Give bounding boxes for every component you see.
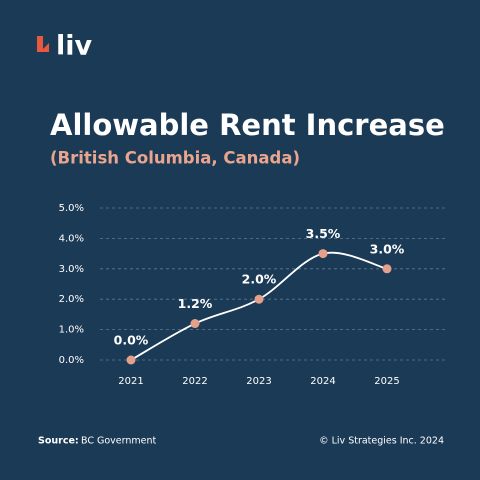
point [382,264,392,274]
value-label: 1.2% [178,296,213,311]
x-tick-label: 2025 [374,376,399,387]
y-tick-label: 5.0% [59,203,84,214]
point [254,294,264,304]
x-tick-label: 2022 [182,376,207,387]
point [126,355,136,365]
y-tick-label: 2.0% [59,294,84,305]
copyright: © Liv Strategies Inc. 2024 [319,436,444,447]
value-label: 3.5% [306,226,341,241]
source-label: Source: [38,436,79,447]
logo-icon [37,36,49,52]
y-tick-label: 1.0% [59,325,84,336]
chart-title: Allowable Rent Increase [50,108,445,142]
y-tick-label: 4.0% [59,233,84,244]
source: BC Government [81,436,157,447]
chart-subtitle: (British Columbia, Canada) [50,149,300,168]
x-tick-label: 2021 [118,376,143,387]
x-tick-label: 2024 [310,376,335,387]
point [318,249,328,259]
y-tick-label: 0.0% [59,355,84,366]
brand-name: liv [56,31,93,62]
y-tick-label: 3.0% [59,264,84,275]
value-label: 3.0% [370,241,405,256]
value-label: 2.0% [242,272,277,287]
point [190,319,200,329]
x-tick-label: 2023 [246,376,271,387]
value-label: 0.0% [114,333,149,348]
